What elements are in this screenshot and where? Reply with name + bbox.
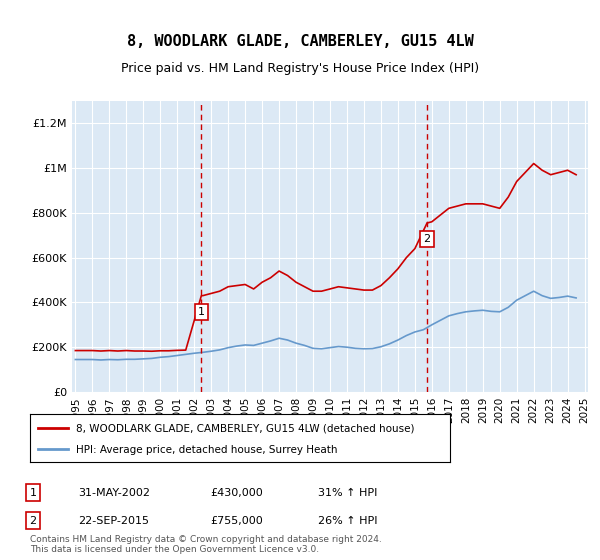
Text: 26% ↑ HPI: 26% ↑ HPI [318,516,377,526]
Text: £755,000: £755,000 [210,516,263,526]
Text: 1: 1 [198,307,205,317]
Text: 31% ↑ HPI: 31% ↑ HPI [318,488,377,498]
Text: Price paid vs. HM Land Registry's House Price Index (HPI): Price paid vs. HM Land Registry's House … [121,62,479,74]
Text: 22-SEP-2015: 22-SEP-2015 [78,516,149,526]
Text: 2: 2 [424,234,431,244]
Text: 2: 2 [29,516,37,526]
Text: 8, WOODLARK GLADE, CAMBERLEY, GU15 4LW (detached house): 8, WOODLARK GLADE, CAMBERLEY, GU15 4LW (… [76,424,415,433]
Text: 1: 1 [29,488,37,498]
Text: Contains HM Land Registry data © Crown copyright and database right 2024.
This d: Contains HM Land Registry data © Crown c… [30,535,382,554]
Text: £430,000: £430,000 [210,488,263,498]
Text: 8, WOODLARK GLADE, CAMBERLEY, GU15 4LW: 8, WOODLARK GLADE, CAMBERLEY, GU15 4LW [127,34,473,49]
Text: HPI: Average price, detached house, Surrey Heath: HPI: Average price, detached house, Surr… [76,445,338,455]
Text: 31-MAY-2002: 31-MAY-2002 [78,488,150,498]
